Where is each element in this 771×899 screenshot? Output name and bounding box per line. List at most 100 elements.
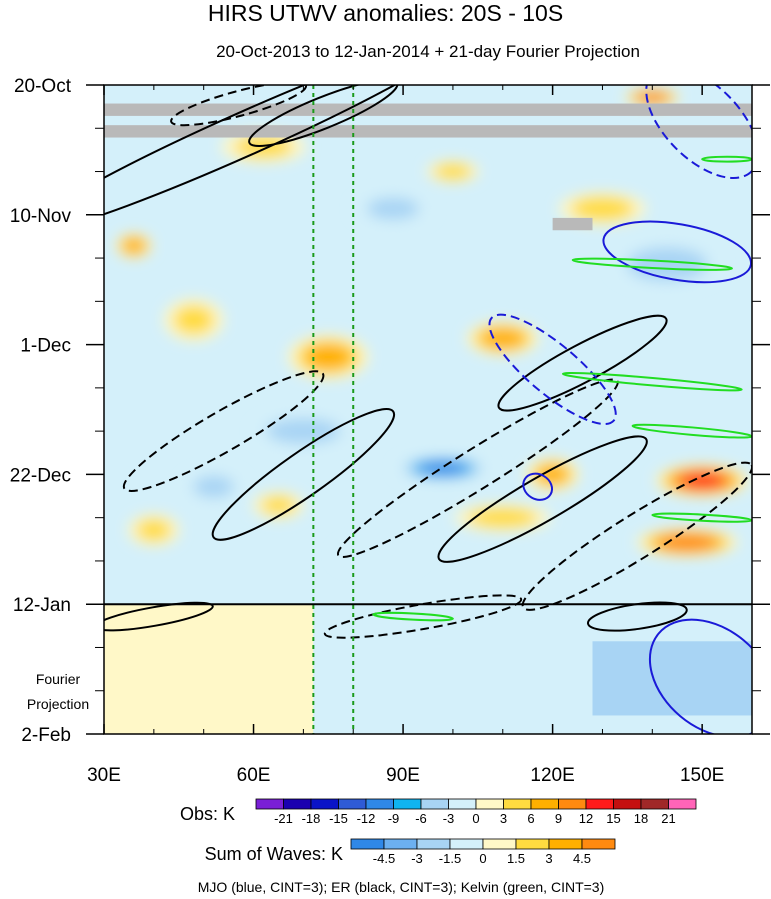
kelvin-contour-21: [372, 611, 454, 622]
obs-colorbar-level-13: 18: [634, 811, 648, 826]
obs-colorbar-swatch-14: [640, 798, 669, 810]
footnote: MJO (blue, CINT=3); ER (black, CINT=3); …: [198, 879, 605, 895]
missing-data-band-0: [104, 103, 752, 116]
anomaly-blob-16-1: [193, 475, 234, 498]
waves-colorbar-swatch-2: [416, 838, 451, 850]
er-contour-11: [104, 601, 214, 632]
obs-colorbar-level-12: 15: [606, 811, 620, 826]
obs-colorbar-swatch-15: [668, 798, 697, 810]
obs-colorbar-swatch-7: [448, 798, 477, 810]
obs-colorbar-swatch-10: [530, 798, 559, 810]
obs-colorbar-level-11: 12: [579, 811, 593, 826]
obs-colorbar-swatch-1: [283, 798, 312, 810]
x-tick-label-3: 120E: [530, 765, 574, 786]
anomaly-blob-13-3: [636, 92, 669, 103]
anomaly-blob-15-1: [570, 196, 635, 221]
x-tick-label-2: 90E: [386, 765, 420, 786]
kelvin-contour-18: [561, 372, 743, 392]
obs-colorbar-level-4: -9: [388, 811, 400, 826]
obs-colorbar-level-10: 9: [555, 811, 562, 826]
anomaly-blob-5-1: [261, 496, 296, 515]
waves-colorbar-swatch-6: [548, 838, 583, 850]
missing-data: [104, 103, 752, 231]
mjo-contour-16: [648, 618, 752, 734]
er-contour-9: [323, 594, 523, 639]
waves-colorbar-level-4: 1.5: [507, 851, 525, 866]
waves-colorbar-level-5: 3: [545, 851, 552, 866]
y-tick-label-5: 2-Feb: [21, 725, 71, 746]
anomaly-blob-19-1: [433, 163, 472, 180]
waves-colorbar-swatch-7: [581, 838, 616, 850]
projection-region-2: [592, 641, 752, 716]
waves-colorbar: -4.5 -3 -1.5 0 1.5 3 4.5: [350, 838, 616, 866]
waves-colorbar-label: Sum of Waves: K: [205, 844, 343, 864]
y-tick-label-2: 1-Dec: [20, 336, 71, 357]
projection-region-0: [104, 604, 314, 734]
axes: 30E 60E 90E 120E 150E 20-Oct 10-Nov 1-Dec 22-Dec…: [10, 76, 770, 786]
obs-colorbar-swatch-9: [503, 798, 532, 810]
er-contour-1: [104, 85, 464, 235]
obs-colorbar-level-8: 3: [500, 811, 507, 826]
kelvin-contour-17: [571, 257, 733, 271]
waves-colorbar-level-1: -3: [411, 851, 423, 866]
anomaly-blob-0-2: [122, 237, 146, 254]
obs-colorbar-swatch-5: [393, 798, 422, 810]
anomaly-blob-14-1: [366, 197, 420, 220]
obs-colorbar-level-9: 6: [527, 811, 534, 826]
obs-colorbar-swatch-0: [255, 798, 284, 810]
x-tick-label-0: 30E: [87, 765, 121, 786]
anomaly-blob-8-2: [537, 464, 568, 484]
waves-colorbar-swatch-4: [482, 838, 517, 850]
anomaly-blob-11-3: [659, 534, 716, 551]
obs-colorbar-swatch-4: [365, 798, 394, 810]
y-tick-label-3: 22-Dec: [10, 465, 71, 486]
y-tick-label-0: 20-Oct: [14, 76, 72, 97]
waves-colorbar-swatch-3: [449, 838, 484, 850]
y-tick-label-4: 12-Jan: [13, 595, 71, 616]
anomaly-blob-17-1: [136, 519, 172, 541]
obs-colorbar-swatch-13: [613, 798, 642, 810]
anomaly-blob-7-2: [480, 328, 525, 349]
obs-colorbar-level-7: 0: [472, 811, 479, 826]
y-tick-label-1: 10-Nov: [10, 206, 72, 227]
waves-colorbar-swatch-1: [383, 838, 418, 850]
missing-data-band-1: [104, 125, 752, 138]
waves-colorbar-level-6: 4.5: [573, 851, 591, 866]
obs-colorbar-level-14: 21: [661, 811, 675, 826]
waves-colorbar-swatch-5: [515, 838, 550, 850]
er-contour-5: [336, 378, 619, 558]
plot-area: [104, 85, 752, 734]
chart-title: HIRS UTWV anomalies: 20S - 10S: [208, 0, 563, 26]
anomaly-blob-10-4: [679, 472, 725, 489]
obs-colorbar-level-6: -3: [443, 811, 455, 826]
er-contour-3: [122, 370, 325, 492]
anomaly-blob-9-1: [467, 507, 538, 528]
projection-label-line1: Fourier: [36, 671, 81, 687]
x-tick-label-4: 150E: [680, 765, 724, 786]
mjo-contour-13: [488, 313, 617, 425]
er-contour-7: [437, 435, 648, 563]
obs-colorbar-swatch-12: [585, 798, 614, 810]
chart-subtitle: 20-Oct-2013 to 12-Jan-2014 + 21-day Four…: [216, 42, 640, 61]
obs-colorbar-swatch-11: [558, 798, 587, 810]
mjo-contour-12: [602, 220, 752, 284]
waves-colorbar-level-0: -4.5: [373, 851, 395, 866]
waves-colorbar-swatch-0: [350, 838, 385, 850]
obs-colorbar-swatch-2: [310, 798, 339, 810]
waves-colorbar-level-3: 0: [479, 851, 486, 866]
obs-colorbar-swatch-3: [338, 798, 367, 810]
plot-frame: [103, 84, 753, 735]
obs-colorbar: -21 -18 -15 -12 -9 -6 -3 0 3 6 9 12 15 18 21: [255, 798, 697, 826]
obs-colorbar-swatch-8: [475, 798, 504, 810]
obs-colorbar-level-2: -15: [329, 811, 348, 826]
anomaly-blob-6-3: [419, 461, 467, 475]
waves-colorbar-level-2: -1.5: [439, 851, 461, 866]
obs-colorbar-swatch-6: [420, 798, 449, 810]
mjo-contour-14: [522, 472, 554, 501]
obs-colorbar-level-3: -12: [357, 811, 376, 826]
missing-data-band-2: [552, 217, 593, 231]
x-tick-label-1: 60E: [237, 765, 271, 786]
projection-field: [104, 604, 752, 734]
er-contour-4: [211, 408, 396, 541]
